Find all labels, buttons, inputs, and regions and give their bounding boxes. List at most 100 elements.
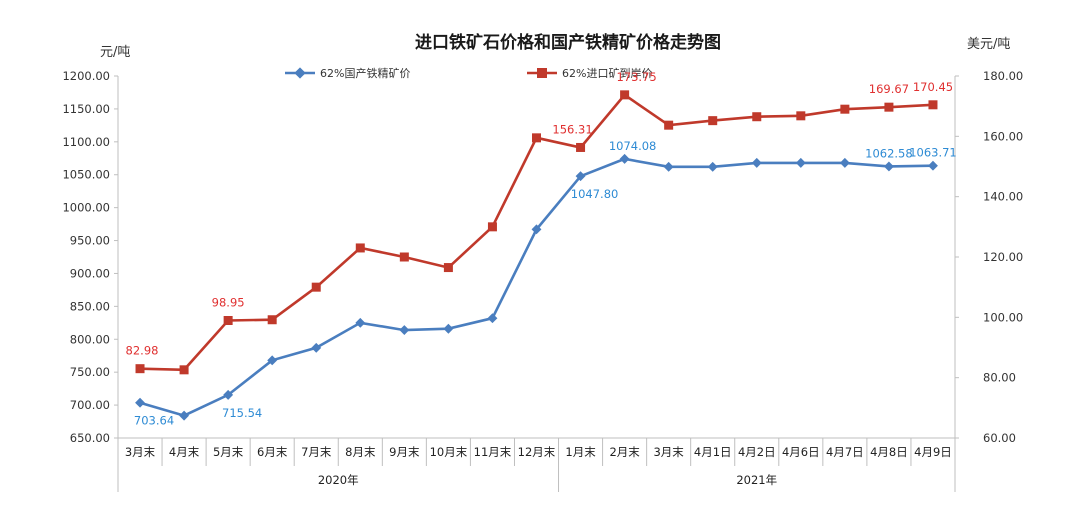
data-point	[708, 116, 718, 126]
left-tick-label: 1000.00	[62, 201, 110, 215]
category-label: 2月末	[609, 445, 640, 459]
data-point	[443, 263, 453, 273]
data-point	[487, 313, 498, 324]
category-label: 4月6日	[782, 445, 820, 459]
data-label: 1063.71	[909, 146, 957, 160]
data-label: 1047.80	[571, 187, 619, 201]
legend-label-import: 62%进口矿到岸价	[562, 67, 652, 80]
data-point	[443, 323, 454, 334]
data-point	[355, 317, 366, 328]
data-point	[795, 157, 806, 168]
data-point	[223, 316, 233, 326]
data-point	[267, 315, 277, 325]
left-tick-label: 1200.00	[62, 69, 110, 83]
data-point	[267, 355, 278, 366]
category-label: 4月8日	[870, 445, 908, 459]
data-point	[663, 161, 674, 172]
chart-title: 进口铁矿石价格和国产铁精矿价格走势图	[415, 32, 721, 53]
year-label: 2020年	[318, 473, 359, 487]
data-point	[531, 224, 542, 235]
data-point	[311, 282, 321, 292]
left-axis-unit: 元/吨	[100, 45, 130, 60]
left-tick-label: 850.00	[70, 299, 110, 313]
data-point	[532, 133, 541, 143]
data-label: 173.75	[616, 70, 656, 84]
data-label: 170.45	[913, 80, 953, 94]
data-point	[179, 410, 190, 421]
data-label: 1062.58	[865, 146, 913, 160]
data-point	[575, 171, 586, 182]
data-point	[928, 160, 938, 171]
category-label: 3月末	[125, 445, 156, 459]
data-label: 703.64	[134, 414, 174, 428]
data-point	[619, 153, 630, 164]
data-label: 169.67	[869, 82, 909, 96]
data-point	[135, 364, 145, 374]
data-point	[399, 252, 409, 262]
data-point	[576, 142, 586, 152]
left-tick-label: 750.00	[70, 365, 110, 379]
right-tick-label: 100.00	[983, 310, 1023, 324]
data-point	[135, 397, 145, 408]
category-label: 4月2日	[738, 445, 776, 459]
left-tick-label: 900.00	[70, 266, 110, 280]
category-label: 6月末	[257, 445, 288, 459]
data-point	[751, 157, 762, 168]
data-point	[399, 325, 410, 336]
data-point	[752, 112, 762, 122]
data-point	[179, 365, 189, 375]
data-label: 82.98	[126, 344, 159, 358]
data-point	[796, 111, 806, 121]
right-tick-label: 120.00	[983, 250, 1023, 264]
category-label: 7月末	[301, 445, 332, 459]
right-axis-ticks: 60.00 80.00 100.00 120.00 140.00 160.00 180.00	[955, 69, 1023, 445]
right-tick-label: 160.00	[983, 129, 1023, 143]
right-tick-label: 180.00	[983, 69, 1023, 83]
left-tick-label: 950.00	[70, 234, 110, 248]
right-tick-label: 140.00	[983, 190, 1023, 204]
left-tick-label: 1050.00	[62, 168, 110, 182]
data-labels: 703.64 715.54 1047.80 1074.08 1062.581063.71…	[126, 70, 957, 428]
left-axis-ticks: 650.00 700.00 750.00 800.00 850.00 900.00 950.…	[62, 69, 118, 445]
data-point	[840, 104, 850, 114]
left-tick-label: 800.00	[70, 332, 110, 346]
right-tick-label: 60.00	[983, 431, 1016, 445]
category-label: 8月末	[345, 445, 376, 459]
data-point	[883, 161, 894, 172]
series-markers	[135, 90, 938, 421]
legend-marker-domestic	[294, 67, 306, 79]
left-tick-label: 1150.00	[62, 102, 110, 116]
data-point	[223, 389, 234, 400]
year-groups: 2020年 2021年	[117, 466, 956, 492]
data-point	[839, 157, 850, 168]
data-label: 98.95	[212, 296, 245, 310]
data-point	[620, 90, 630, 100]
legend-item-domestic: 62%国产铁精矿价	[285, 66, 410, 80]
data-point	[884, 102, 894, 112]
data-point	[487, 222, 497, 232]
category-label: 4月9日	[914, 445, 952, 459]
category-label: 4月1日	[694, 445, 732, 459]
category-label: 9月末	[389, 445, 420, 459]
category-label: 4月7日	[826, 445, 864, 459]
year-label: 2021年	[736, 473, 777, 487]
category-label: 10月末	[430, 445, 468, 459]
data-label: 156.31	[552, 122, 592, 136]
right-tick-label: 80.00	[983, 371, 1016, 385]
data-point	[707, 161, 718, 172]
category-label: 12月末	[518, 445, 556, 459]
legend-label-domestic: 62%国产铁精矿价	[320, 66, 410, 80]
legend-item-import: 62%进口矿到岸价	[527, 67, 652, 80]
data-point	[928, 100, 938, 110]
legend: 62%国产铁精矿价 62%进口矿到岸价	[285, 66, 652, 80]
right-axis-unit: 美元/吨	[967, 37, 1010, 52]
series-lines	[139, 93, 934, 417]
legend-marker-import	[537, 68, 547, 78]
left-tick-label: 1100.00	[62, 135, 110, 149]
data-point	[311, 342, 322, 353]
data-label: 715.54	[222, 406, 262, 420]
category-label: 5月末	[213, 445, 244, 459]
category-axis: 3月末 4月末 5月末 6月末 7月末 8月末 9月末 10月末 11月末 12月末 1月末 2月末 3…	[117, 438, 956, 466]
data-point	[355, 243, 365, 253]
